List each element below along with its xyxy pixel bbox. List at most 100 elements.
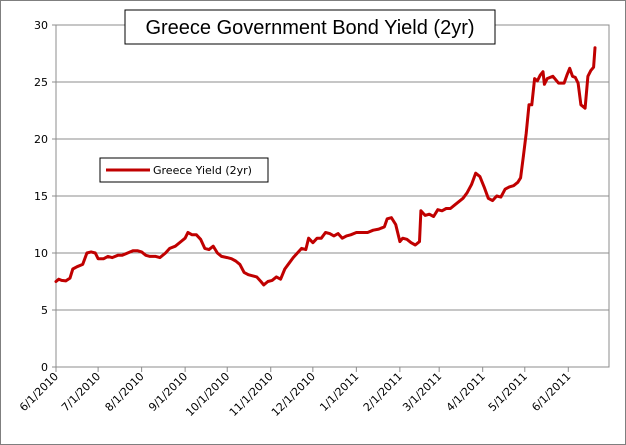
data-point xyxy=(432,215,435,218)
data-point xyxy=(539,74,542,77)
data-point xyxy=(516,181,519,184)
data-point xyxy=(536,79,539,83)
data-point xyxy=(106,255,110,258)
data-point xyxy=(164,251,167,255)
data-point xyxy=(168,247,171,250)
data-point xyxy=(81,263,84,266)
data-point xyxy=(487,197,490,200)
y-tick-label: 10 xyxy=(34,247,48,260)
data-point xyxy=(132,249,135,252)
chart-title: Greece Government Bond Yield (2yr) xyxy=(145,17,474,39)
data-point xyxy=(508,185,511,189)
y-tick-label: 25 xyxy=(34,76,48,89)
data-point xyxy=(574,76,577,79)
data-point xyxy=(525,132,528,135)
data-point xyxy=(328,232,331,235)
data-point xyxy=(199,238,202,241)
data-point xyxy=(247,273,250,276)
data-point xyxy=(495,194,498,198)
data-point xyxy=(126,251,129,255)
data-point xyxy=(190,233,194,236)
data-point xyxy=(466,191,469,194)
data-point xyxy=(207,248,211,251)
data-point xyxy=(499,195,503,199)
data-point xyxy=(445,207,448,210)
data-point xyxy=(266,280,270,283)
data-point xyxy=(482,185,486,189)
data-point xyxy=(512,184,515,187)
data-point xyxy=(226,256,229,259)
data-point xyxy=(283,267,286,271)
y-tick-labels: 0 5 10 15 20 25 30 xyxy=(34,19,48,374)
data-point xyxy=(554,78,557,81)
data-point xyxy=(593,46,597,49)
data-point xyxy=(195,233,198,236)
data-point xyxy=(220,255,223,258)
data-point xyxy=(275,275,278,279)
data-point xyxy=(307,237,310,240)
data-point xyxy=(436,208,439,211)
data-point xyxy=(300,247,303,250)
data-point xyxy=(255,275,258,279)
data-point xyxy=(332,234,336,238)
data-point xyxy=(345,234,348,238)
data-point xyxy=(470,183,473,186)
data-point xyxy=(179,240,183,243)
legend: Greece Yield (2yr) xyxy=(99,157,269,183)
data-point xyxy=(533,77,536,80)
data-point xyxy=(136,249,139,252)
data-point xyxy=(262,283,265,287)
data-point xyxy=(419,209,423,212)
data-point xyxy=(527,103,531,107)
data-point xyxy=(414,243,417,247)
data-point xyxy=(270,279,274,282)
data-point xyxy=(576,81,580,85)
data-point xyxy=(279,278,282,281)
data-point xyxy=(296,251,299,255)
data-point xyxy=(320,237,323,240)
data-point xyxy=(551,75,555,78)
data-point xyxy=(238,263,242,266)
data-point xyxy=(360,231,364,234)
data-point xyxy=(349,233,352,236)
y-tick-label: 5 xyxy=(41,304,48,317)
data-point xyxy=(186,231,190,234)
data-point xyxy=(440,209,444,212)
data-point xyxy=(292,256,295,259)
data-point xyxy=(548,76,552,79)
data-point xyxy=(234,259,237,263)
data-point xyxy=(592,66,595,69)
data-point xyxy=(583,107,587,110)
data-point xyxy=(68,276,72,280)
data-point xyxy=(366,231,369,234)
data-point xyxy=(110,256,114,259)
data-point xyxy=(203,247,206,250)
data-point xyxy=(560,81,563,85)
data-point xyxy=(579,103,583,107)
data-point xyxy=(324,231,327,234)
data-point xyxy=(394,223,397,226)
data-point xyxy=(409,241,413,244)
data-point xyxy=(216,251,219,255)
data-point xyxy=(386,217,389,220)
data-point xyxy=(401,237,404,240)
data-point xyxy=(148,255,152,258)
data-point xyxy=(251,274,254,277)
data-point xyxy=(453,203,456,207)
data-point xyxy=(586,75,590,78)
data-point xyxy=(543,83,546,86)
data-point xyxy=(174,245,177,248)
data-point xyxy=(478,175,482,178)
data-point xyxy=(530,103,533,107)
data-point xyxy=(102,257,105,260)
data-point xyxy=(519,176,522,179)
data-point xyxy=(418,240,421,243)
title-frame xyxy=(124,9,496,45)
data-point xyxy=(85,251,89,255)
data-point xyxy=(311,241,315,244)
data-point xyxy=(96,257,100,260)
data-point xyxy=(158,256,162,259)
data-point xyxy=(589,69,592,72)
data-point xyxy=(390,216,393,219)
data-point xyxy=(144,254,147,257)
